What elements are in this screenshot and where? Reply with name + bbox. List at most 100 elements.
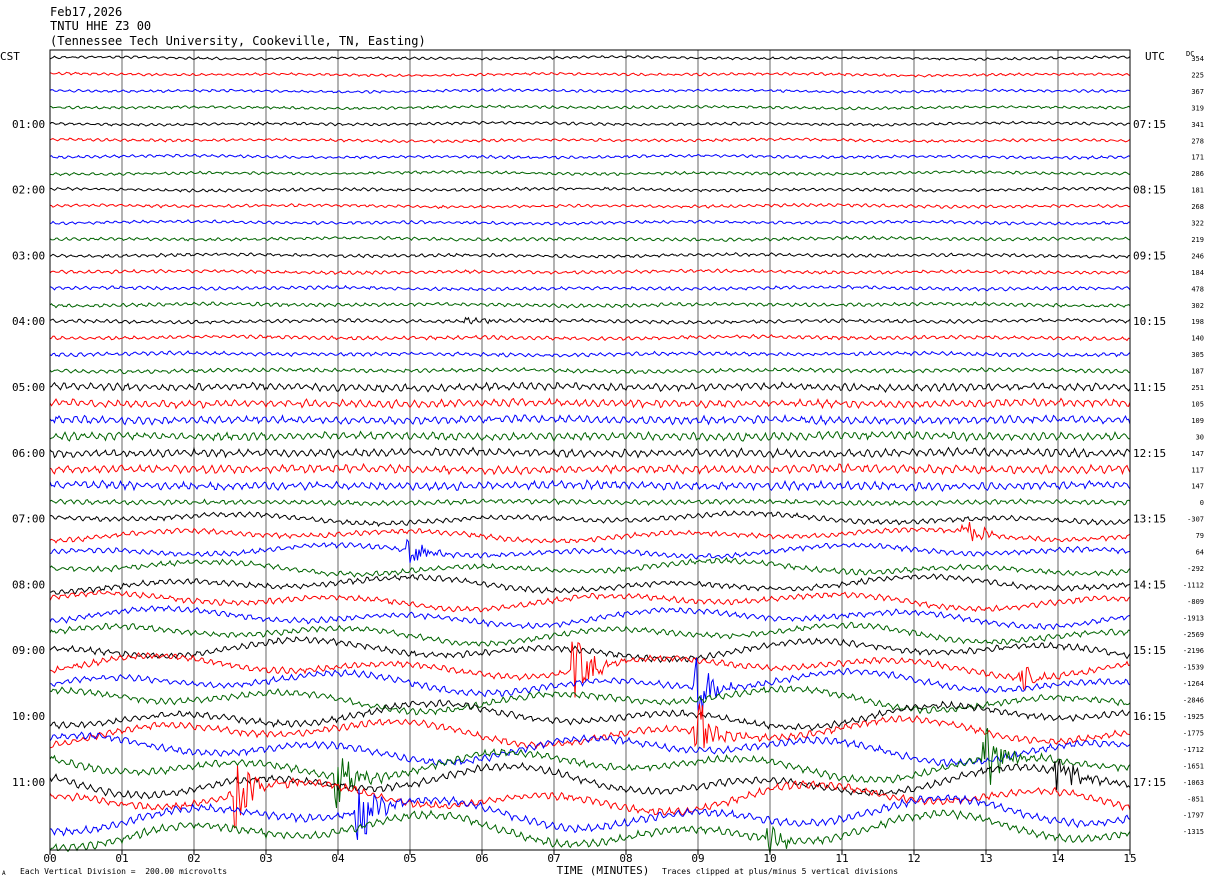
dc-offset-value: -1651 — [1183, 762, 1204, 770]
dc-offset-value: -1063 — [1183, 779, 1204, 787]
dc-offset-value: -292 — [1187, 565, 1204, 573]
dc-offset-value: -1264 — [1183, 680, 1204, 688]
seismic-trace — [49, 462, 1131, 476]
dc-offset-value: -1315 — [1183, 828, 1204, 836]
dc-offset-value: 367 — [1191, 88, 1204, 96]
x-tick-label: 15 — [1123, 852, 1136, 865]
dc-offset-value: 105 — [1191, 400, 1204, 408]
x-tick-label: 14 — [1051, 852, 1065, 865]
trace-group — [49, 55, 1131, 854]
right-hour-label: 17:15 — [1133, 776, 1166, 789]
seismic-trace — [49, 120, 1131, 127]
left-hour-label: 11:00 — [12, 776, 45, 789]
dc-offset-value: 181 — [1191, 187, 1204, 195]
seismic-trace — [49, 153, 1131, 160]
dc-offset-value: 187 — [1191, 368, 1204, 376]
right-hour-label: 07:15 — [1133, 118, 1166, 131]
seismic-trace — [49, 413, 1131, 426]
dc-offset-value: 219 — [1191, 236, 1204, 244]
left-hour-label: 02:00 — [12, 184, 45, 197]
right-hour-label: 09:15 — [1133, 249, 1166, 262]
seismic-trace — [49, 446, 1131, 459]
seismic-trace — [49, 366, 1131, 375]
left-timezone-label: CST — [0, 50, 20, 63]
dc-offset-value: 246 — [1191, 252, 1204, 260]
dc-offset-value: -809 — [1187, 598, 1204, 606]
left-hour-label: 08:00 — [12, 578, 45, 591]
x-tick-label: 00 — [43, 852, 56, 865]
seismic-trace — [49, 731, 1131, 768]
x-tick-label: 05 — [403, 852, 416, 865]
seismic-trace — [49, 252, 1131, 259]
clip-note: Traces clipped at plus/minus 5 vertical … — [662, 867, 899, 876]
seismic-trace — [49, 498, 1131, 507]
seismic-trace — [49, 186, 1131, 193]
dc-offset-value: -2569 — [1183, 631, 1204, 639]
seismic-trace — [49, 284, 1131, 292]
scale-note: Each Vertical Division = 200.00 microvol… — [20, 867, 228, 876]
dc-offset-value: -1775 — [1183, 729, 1204, 737]
x-tick-label: 10 — [763, 852, 776, 865]
seismic-trace — [49, 55, 1131, 61]
dc-offset-value: 278 — [1191, 137, 1204, 145]
seismic-trace — [49, 657, 1131, 712]
left-hour-label: 04:00 — [12, 315, 45, 328]
seismic-trace — [49, 71, 1131, 78]
seismic-trace — [49, 636, 1131, 664]
dc-offset-value: 305 — [1191, 351, 1204, 359]
right-hour-label: 15:15 — [1133, 644, 1166, 657]
dc-offset-value: -851 — [1187, 795, 1204, 803]
seismic-trace — [49, 301, 1131, 309]
x-tick-label: 06 — [475, 852, 488, 865]
seismic-trace — [49, 88, 1131, 94]
seismic-trace — [49, 397, 1131, 410]
seismic-trace — [49, 556, 1131, 578]
dc-offset-value: -307 — [1187, 516, 1204, 524]
minute-gridlines — [121, 50, 1059, 850]
x-tick-label: 01 — [115, 852, 128, 865]
dc-offset-value: 147 — [1191, 450, 1204, 458]
dc-offset-value: 286 — [1191, 170, 1204, 178]
x-tick-label: 07 — [547, 852, 560, 865]
seismic-trace — [49, 728, 1131, 809]
x-tick-label: 02 — [187, 852, 200, 865]
left-hour-label: 06:00 — [12, 447, 45, 460]
seismic-trace — [49, 621, 1131, 647]
x-axis-title: TIME (MINUTES) — [557, 864, 650, 877]
seismic-trace — [49, 765, 1131, 829]
x-tick-label: 09 — [691, 852, 704, 865]
dc-offset-value: 478 — [1191, 285, 1204, 293]
plot-date: Feb17,2026 — [50, 5, 123, 19]
seismic-trace — [49, 104, 1131, 111]
seismic-trace — [49, 641, 1131, 698]
seismic-trace — [49, 350, 1131, 358]
dc-offset-value: -1797 — [1183, 812, 1204, 820]
seismic-trace — [49, 430, 1130, 443]
dc-offset-value: 109 — [1191, 417, 1204, 425]
seismic-trace — [49, 759, 1131, 800]
left-hour-label: 03:00 — [12, 249, 45, 262]
right-hour-label: 16:15 — [1133, 710, 1166, 723]
dc-offset-value: 302 — [1191, 302, 1204, 310]
seismic-trace — [49, 510, 1131, 527]
x-tick-label: 13 — [979, 852, 992, 865]
seismic-trace — [49, 316, 1131, 325]
station-id: TNTU HHE Z3 00 — [50, 19, 152, 33]
dc-offset-value: 322 — [1191, 220, 1204, 228]
seismic-trace — [49, 268, 1131, 276]
seismic-trace — [49, 789, 1131, 840]
x-tick-label: 08 — [619, 852, 632, 865]
dc-offset-value: 147 — [1191, 483, 1204, 491]
dc-offset-value: 198 — [1191, 318, 1204, 326]
dc-offset-value: -1539 — [1183, 664, 1204, 672]
dc-offset-value: 251 — [1191, 384, 1204, 392]
dc-offset-value: 117 — [1191, 466, 1204, 474]
dc-offset-value: 30 — [1196, 433, 1204, 441]
seismic-trace — [49, 685, 1131, 716]
right-hour-label: 10:15 — [1133, 315, 1166, 328]
seismic-trace — [49, 479, 1131, 492]
dc-offset-value: -1925 — [1183, 713, 1204, 721]
dc-offset-value: 184 — [1191, 269, 1204, 277]
seismic-trace — [49, 589, 1131, 613]
